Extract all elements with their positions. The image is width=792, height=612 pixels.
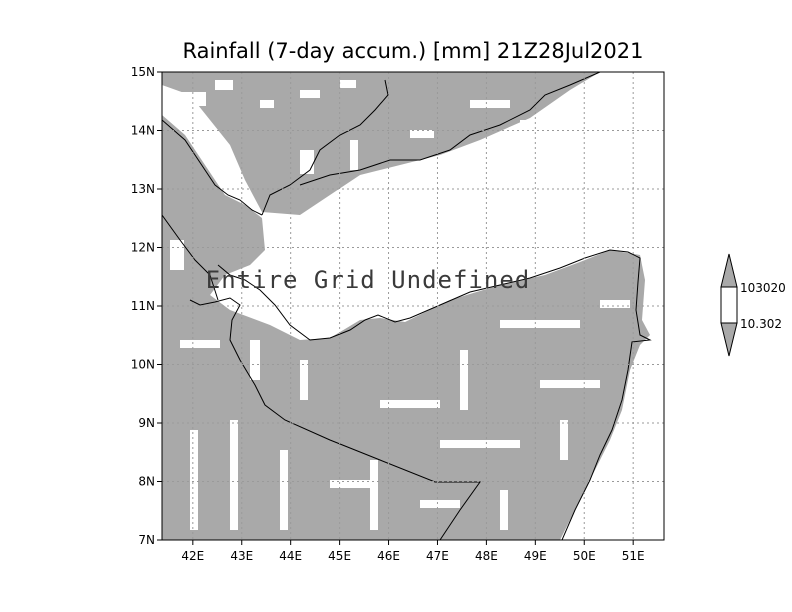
lat-tick-label: 13N — [131, 182, 155, 196]
lon-tick-label: 44E — [279, 549, 302, 563]
lon-tick-label: 48E — [475, 549, 498, 563]
lon-tick-label: 43E — [230, 549, 253, 563]
colorbar-middle — [720, 286, 738, 324]
lon-tick-label: 46E — [377, 549, 400, 563]
graticule — [162, 72, 664, 540]
latitude-axis: 15N 14N 13N 12N 11N 10N 9N 8N 7N — [131, 65, 162, 547]
lat-tick-label: 15N — [131, 65, 155, 79]
longitude-axis: 42E 43E 44E 45E 46E 47E 48E 49E 50E 51E — [181, 540, 645, 563]
colorbar-label-upper: 103020 — [740, 281, 786, 295]
lon-tick-label: 50E — [573, 549, 596, 563]
lat-tick-label: 11N — [131, 299, 155, 313]
lat-tick-label: 8N — [138, 475, 155, 489]
lat-tick-label: 7N — [138, 533, 155, 547]
map-plot-area — [162, 72, 664, 540]
colorbar-bottom-triangle — [720, 322, 738, 357]
lon-tick-label: 45E — [328, 549, 351, 563]
lon-tick-label: 47E — [426, 549, 449, 563]
lon-tick-label: 49E — [524, 549, 547, 563]
colorbar: 103020 10.302 — [720, 253, 786, 357]
lat-tick-label: 14N — [131, 124, 155, 138]
map-title: Rainfall (7-day accum.) [mm] 21Z28Jul202… — [182, 39, 643, 63]
colorbar-label-lower: 10.302 — [740, 317, 782, 331]
lat-tick-label: 10N — [131, 358, 155, 372]
land-texture — [170, 80, 630, 530]
lat-tick-label: 9N — [138, 416, 155, 430]
lat-tick-label: 12N — [131, 241, 155, 255]
lon-tick-label: 42E — [181, 549, 204, 563]
undefined-grid-message: Entire Grid Undefined — [206, 266, 530, 294]
lon-tick-label: 51E — [622, 549, 645, 563]
colorbar-top-triangle — [720, 253, 738, 288]
